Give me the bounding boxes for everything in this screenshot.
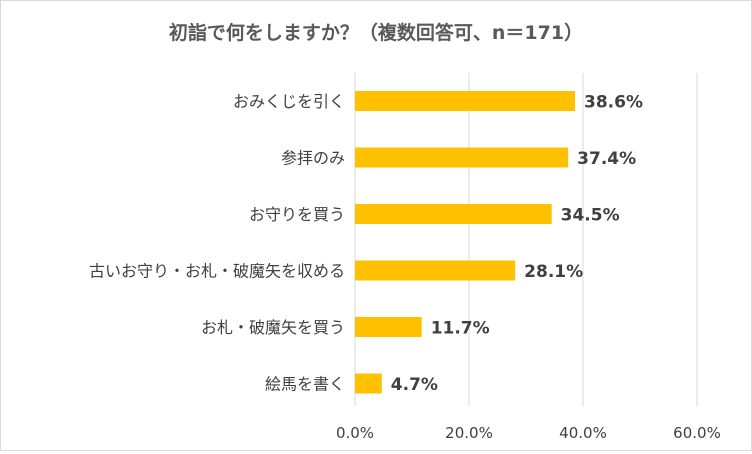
data-label-0: 38.6% bbox=[584, 93, 643, 113]
category-label-0: おみくじを引く bbox=[233, 92, 345, 111]
grid-lines bbox=[354, 73, 698, 406]
chart-title: 初詣で何をしますか？（複数回答可、n＝171） bbox=[169, 21, 583, 44]
category-labels: おみくじを引く参拝のみお守りを買う古いお守り・お札・破魔矢を収めるお札・破魔矢を… bbox=[89, 92, 345, 394]
data-label-1: 37.4% bbox=[577, 149, 636, 169]
bars bbox=[355, 91, 576, 394]
category-label-4: お札・破魔矢を買う bbox=[201, 318, 345, 337]
data-label-3: 28.1% bbox=[524, 262, 583, 282]
x-tick-label-1: 20.0% bbox=[445, 424, 493, 442]
data-label-2: 34.5% bbox=[561, 206, 620, 226]
bar-0 bbox=[355, 91, 576, 111]
x-tick-label-2: 40.0% bbox=[559, 424, 607, 442]
data-label-4: 11.7% bbox=[431, 319, 490, 339]
data-label-5: 4.7% bbox=[391, 375, 438, 395]
bar-2 bbox=[355, 204, 552, 224]
category-label-1: 参拝のみ bbox=[281, 149, 345, 168]
x-tick-label-0: 0.0% bbox=[336, 424, 374, 442]
category-label-5: 絵馬を書く bbox=[265, 375, 345, 394]
x-tick-label-3: 60.0% bbox=[673, 424, 721, 442]
category-label-2: お守りを買う bbox=[249, 205, 345, 224]
bar-4 bbox=[355, 317, 422, 337]
bar-3 bbox=[355, 260, 516, 281]
category-label-3: 古いお守り・お札・破魔矢を収める bbox=[89, 262, 345, 281]
bar-5 bbox=[355, 373, 382, 394]
bar-1 bbox=[355, 147, 569, 168]
x-tick-labels: 0.0% 20.0% 40.0% 60.0% bbox=[336, 424, 721, 442]
data-labels: 38.6% 37.4% 34.5% 28.1% 11.7% 4.7% bbox=[391, 93, 643, 396]
